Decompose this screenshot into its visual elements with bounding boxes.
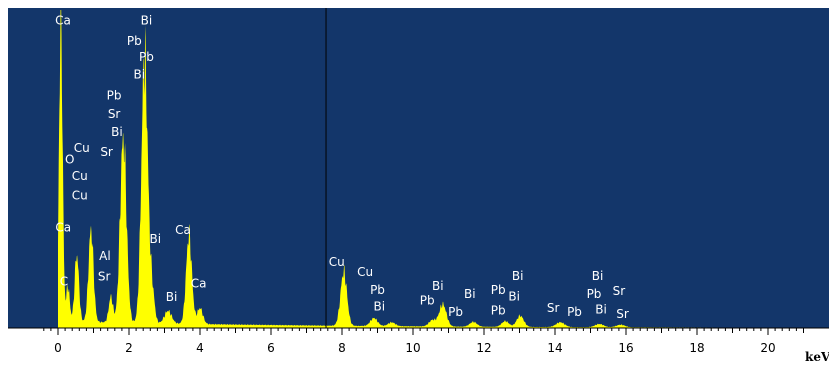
peak-label-bi: Bi bbox=[111, 125, 123, 139]
plot-background bbox=[8, 8, 829, 328]
peak-label-bi: Bi bbox=[166, 290, 178, 304]
peak-label-bi: Bi bbox=[374, 300, 386, 314]
peak-label-pb: Pb bbox=[370, 283, 385, 297]
peak-label-cu: Cu bbox=[72, 169, 88, 183]
x-tick-label: 20 bbox=[760, 341, 775, 355]
peak-label-o: O bbox=[65, 153, 74, 167]
peak-label-bi: Bi bbox=[592, 269, 604, 283]
peak-label-cu: Cu bbox=[72, 189, 88, 203]
peak-label-cu: Cu bbox=[329, 255, 345, 269]
x-axis-unit-label: keV bbox=[805, 350, 829, 364]
peak-label-pb: Pb bbox=[491, 283, 506, 297]
x-tick-label: 10 bbox=[405, 341, 420, 355]
peak-label-pb: Pb bbox=[491, 304, 506, 318]
peak-label-sr: Sr bbox=[547, 301, 560, 315]
peak-label-bi: Bi bbox=[508, 290, 520, 304]
peak-label-sr: Sr bbox=[616, 307, 629, 321]
x-tick-label: 12 bbox=[476, 341, 491, 355]
x-tick-label: 4 bbox=[196, 341, 204, 355]
x-tick-label: 14 bbox=[547, 341, 562, 355]
peak-label-cu: Cu bbox=[357, 265, 373, 279]
peak-label-c: C bbox=[60, 274, 68, 288]
peak-label-cu: Cu bbox=[74, 141, 90, 155]
x-tick-label: 0 bbox=[54, 341, 62, 355]
peak-label-ca: Ca bbox=[55, 220, 71, 234]
x-tick-label: 8 bbox=[338, 341, 346, 355]
peak-label-al: Al bbox=[99, 249, 111, 263]
peak-label-pb: Pb bbox=[567, 305, 582, 319]
peak-label-sr: Sr bbox=[98, 270, 111, 284]
peak-label-pb: Pb bbox=[448, 305, 463, 319]
peak-label-bi: Bi bbox=[595, 303, 607, 317]
peak-label-bi: Bi bbox=[141, 14, 153, 28]
peak-label-bi: Bi bbox=[432, 279, 444, 293]
peak-label-ca: Ca bbox=[191, 276, 207, 290]
x-tick-label: 2 bbox=[125, 341, 133, 355]
peak-label-pb: Pb bbox=[420, 294, 435, 308]
peak-label-bi: Bi bbox=[150, 232, 162, 246]
peak-label-ca: Ca bbox=[55, 14, 71, 28]
peak-label-ca: Ca bbox=[175, 223, 191, 237]
x-tick-label: 16 bbox=[618, 341, 633, 355]
x-axis-ticks: 0 2 4 6 8 10 12 14 16 18 20 bbox=[43, 328, 804, 355]
x-tick-label: 18 bbox=[689, 341, 704, 355]
peak-label-bi: Bi bbox=[512, 269, 524, 283]
peak-label-pb: Pb bbox=[127, 34, 142, 48]
peak-label-bi: Bi bbox=[134, 67, 146, 81]
x-tick-label: 6 bbox=[267, 341, 275, 355]
peak-label-pb: Pb bbox=[139, 50, 154, 64]
peak-label-pb: Pb bbox=[587, 287, 602, 301]
peak-label-sr: Sr bbox=[613, 284, 626, 298]
peak-label-pb: Pb bbox=[107, 89, 122, 103]
peak-label-sr: Sr bbox=[100, 145, 113, 159]
peak-label-bi: Bi bbox=[464, 287, 476, 301]
peak-label-sr: Sr bbox=[108, 107, 121, 121]
